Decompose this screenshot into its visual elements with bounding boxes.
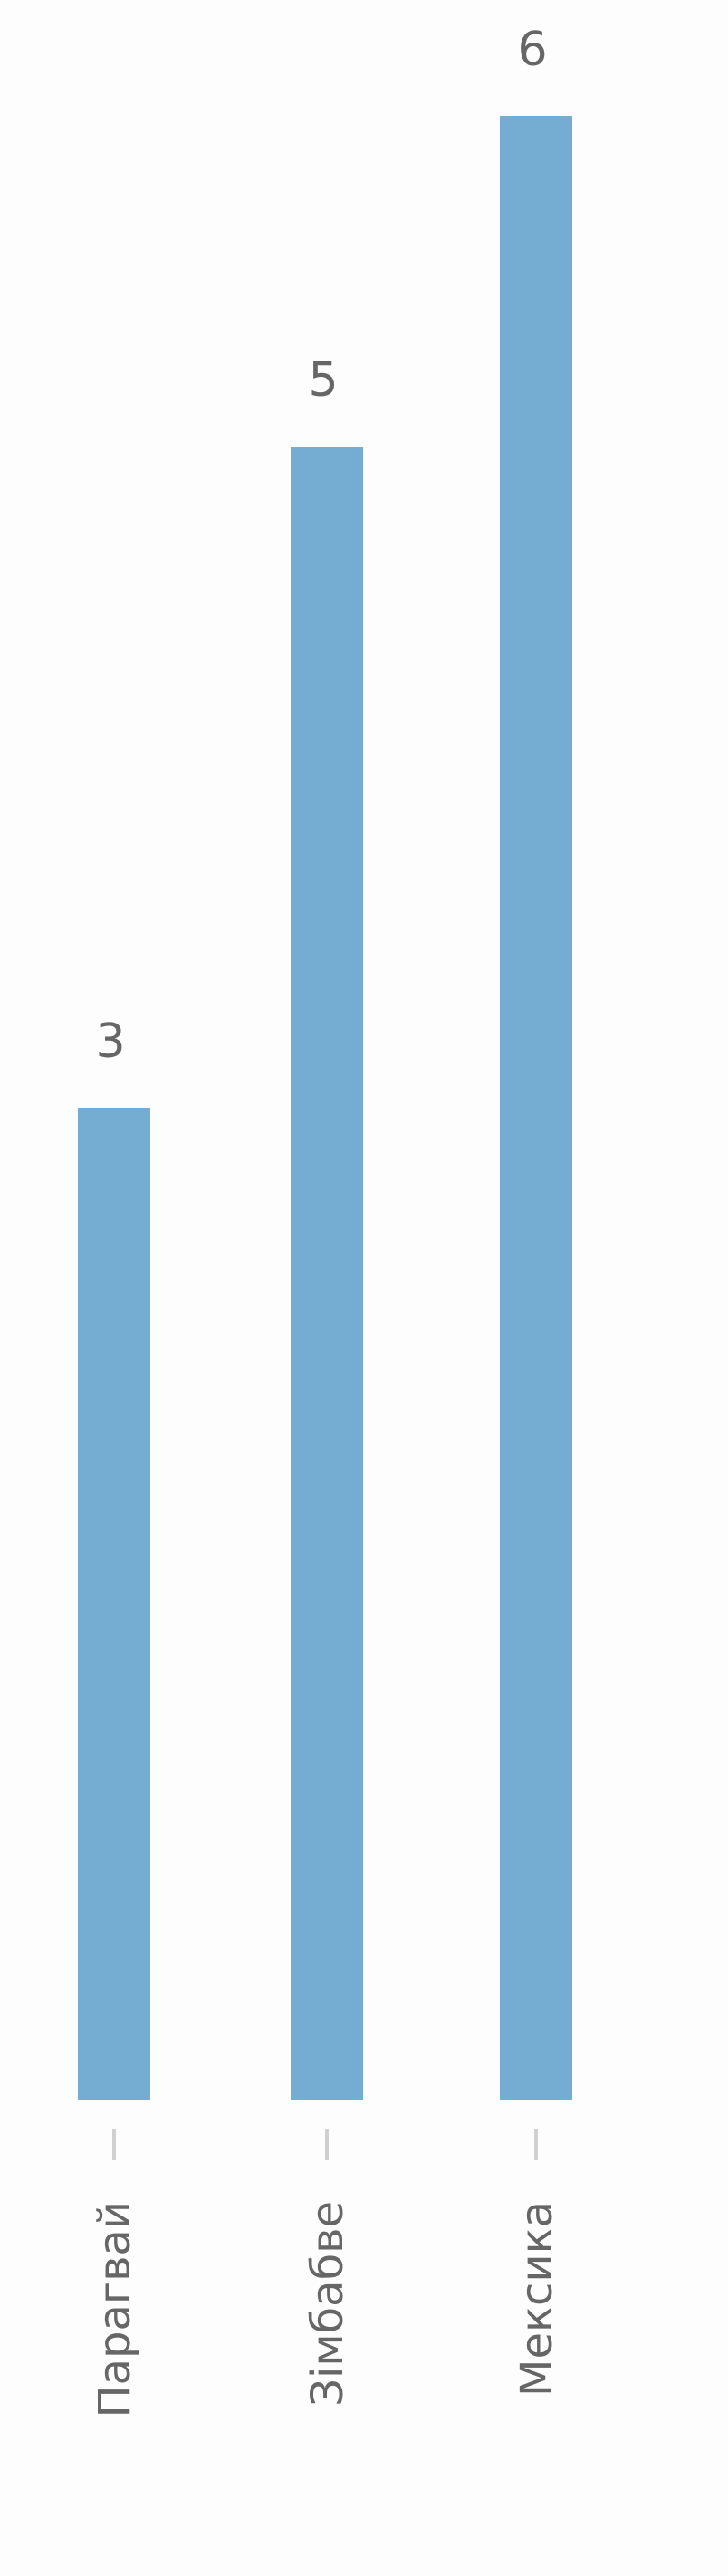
x-tick-label: Зімбабве	[302, 2201, 353, 2407]
x-tick-labels-group: Парагвай Зімбабве Мексика	[90, 2201, 562, 2418]
bar	[291, 447, 363, 2100]
bar-value-label: 3	[95, 1014, 125, 1069]
x-tick-label: Парагвай	[90, 2201, 140, 2418]
bar-value-label: 6	[517, 23, 547, 77]
bar-value-label: 5	[308, 353, 338, 408]
bar	[78, 1108, 150, 2100]
bars-group	[78, 116, 572, 2100]
value-labels-group: 3 5 6	[95, 23, 547, 1069]
x-tick-label: Мексика	[512, 2201, 562, 2397]
bar	[500, 116, 572, 2100]
x-ticks-group	[112, 2129, 538, 2160]
